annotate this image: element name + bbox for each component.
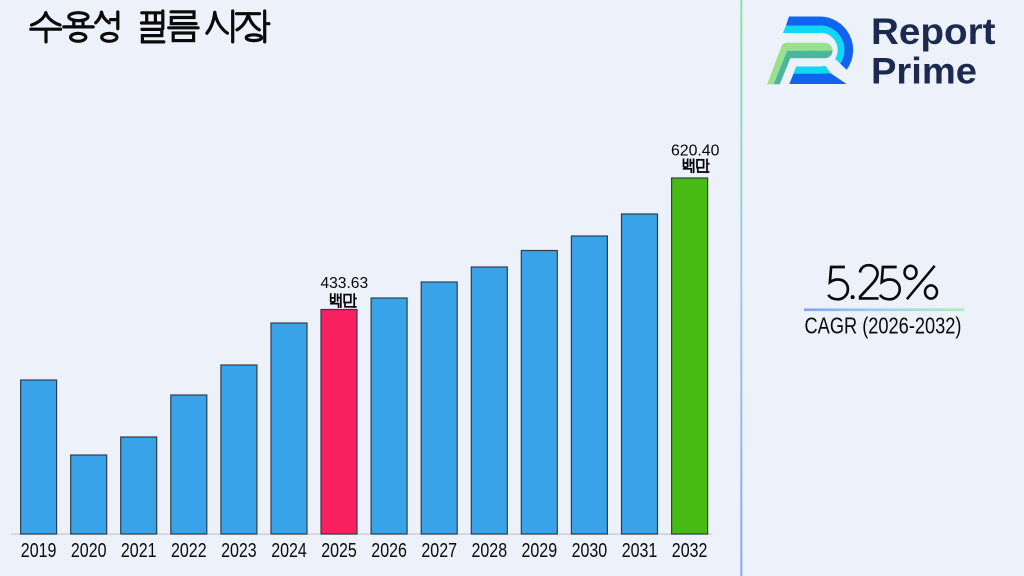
- svg-text:2025: 2025: [321, 540, 357, 562]
- svg-text:2022: 2022: [171, 540, 207, 562]
- svg-text:2019: 2019: [21, 540, 57, 562]
- svg-text:2021: 2021: [121, 540, 157, 562]
- svg-text:2027: 2027: [421, 540, 457, 562]
- svg-text:2026: 2026: [371, 540, 407, 562]
- svg-text:Report: Report: [871, 11, 996, 52]
- svg-text:2020: 2020: [71, 540, 107, 562]
- svg-text:Prime: Prime: [871, 51, 977, 92]
- svg-text:2031: 2031: [622, 540, 658, 562]
- svg-text:433.63: 433.63: [320, 275, 368, 292]
- svg-text:2030: 2030: [572, 540, 608, 562]
- svg-text:CAGR (2026-2032): CAGR (2026-2032): [805, 313, 962, 339]
- svg-text:2029: 2029: [522, 540, 558, 562]
- svg-text:2024: 2024: [271, 540, 307, 562]
- svg-text:620.40: 620.40: [671, 143, 720, 160]
- svg-text:2023: 2023: [221, 540, 257, 562]
- svg-text:2028: 2028: [472, 540, 508, 562]
- svg-text:2032: 2032: [672, 540, 708, 562]
